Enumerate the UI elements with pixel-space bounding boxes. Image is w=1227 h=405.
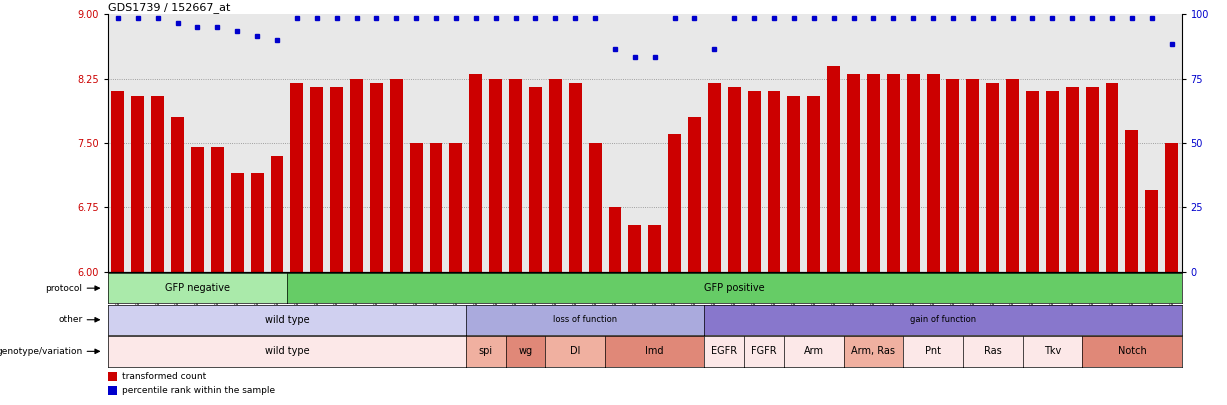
Bar <box>171 117 184 272</box>
Bar <box>728 87 741 272</box>
Text: GFP positive: GFP positive <box>704 283 764 293</box>
Text: transformed count: transformed count <box>121 372 206 381</box>
Bar <box>1125 130 1139 272</box>
Bar <box>310 87 323 272</box>
Bar <box>1166 143 1178 272</box>
Bar <box>330 87 344 272</box>
Bar <box>926 74 940 272</box>
Bar <box>688 117 701 272</box>
Bar <box>390 79 402 272</box>
Bar <box>211 147 223 272</box>
Text: gain of function: gain of function <box>910 315 977 324</box>
Text: GFP negative: GFP negative <box>164 283 229 293</box>
Bar <box>827 66 840 272</box>
Bar <box>108 386 118 395</box>
Bar <box>589 143 601 272</box>
Bar <box>350 79 363 272</box>
Bar <box>788 96 800 272</box>
Bar <box>867 74 880 272</box>
Bar <box>529 87 542 272</box>
Text: FGFR: FGFR <box>751 346 777 356</box>
Text: Dl: Dl <box>571 346 580 356</box>
Bar <box>768 92 780 272</box>
Bar <box>1086 87 1098 272</box>
Bar <box>669 134 681 272</box>
Bar <box>131 96 145 272</box>
Text: Notch: Notch <box>1118 346 1146 356</box>
Bar <box>250 173 264 272</box>
Bar <box>470 74 482 272</box>
Bar <box>108 372 118 381</box>
Bar <box>1145 190 1158 272</box>
Text: Imd: Imd <box>645 346 664 356</box>
Bar <box>648 224 661 272</box>
Text: Tkv: Tkv <box>1044 346 1061 356</box>
Bar <box>1045 92 1059 272</box>
Bar <box>191 147 204 272</box>
Text: wild type: wild type <box>265 315 309 325</box>
Text: loss of function: loss of function <box>553 315 617 324</box>
Bar <box>1066 87 1079 272</box>
Bar <box>548 79 562 272</box>
Bar <box>807 96 820 272</box>
Bar <box>449 143 463 272</box>
Text: other: other <box>58 315 82 324</box>
Bar <box>231 173 244 272</box>
Text: Arm, Ras: Arm, Ras <box>852 346 896 356</box>
Bar <box>1106 83 1119 272</box>
Bar <box>946 79 960 272</box>
Text: protocol: protocol <box>45 284 82 293</box>
Bar <box>490 79 502 272</box>
Text: EGFR: EGFR <box>712 346 737 356</box>
Text: percentile rank within the sample: percentile rank within the sample <box>121 386 275 395</box>
Bar <box>569 83 582 272</box>
Bar <box>270 156 283 272</box>
Bar <box>847 74 860 272</box>
Bar <box>429 143 443 272</box>
Bar <box>609 207 621 272</box>
Bar <box>628 224 642 272</box>
Bar <box>1006 79 1020 272</box>
Text: Pnt: Pnt <box>925 346 941 356</box>
Bar <box>410 143 422 272</box>
Bar <box>887 74 899 272</box>
Text: Arm: Arm <box>804 346 823 356</box>
Bar <box>1026 92 1039 272</box>
Bar <box>369 83 383 272</box>
Bar <box>708 83 720 272</box>
Bar <box>747 92 761 272</box>
Text: spi: spi <box>479 346 493 356</box>
Bar <box>987 83 999 272</box>
Text: genotype/variation: genotype/variation <box>0 347 82 356</box>
Text: GDS1739 / 152667_at: GDS1739 / 152667_at <box>108 2 231 13</box>
Bar <box>112 92 124 272</box>
Text: wg: wg <box>519 346 533 356</box>
Text: wild type: wild type <box>265 346 309 356</box>
Text: Ras: Ras <box>984 346 1001 356</box>
Bar <box>967 79 979 272</box>
Bar <box>509 79 521 272</box>
Bar <box>907 74 920 272</box>
Bar <box>151 96 164 272</box>
Bar <box>291 83 303 272</box>
